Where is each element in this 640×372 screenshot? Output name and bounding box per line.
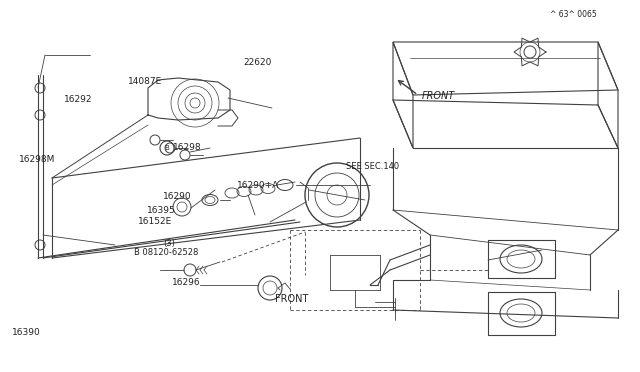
Text: FRONT: FRONT — [422, 91, 455, 101]
Text: SEE SEC.140: SEE SEC.140 — [346, 162, 399, 171]
Text: 16298: 16298 — [173, 143, 202, 152]
Text: 22620: 22620 — [243, 58, 271, 67]
Text: 16290: 16290 — [163, 192, 192, 201]
Text: 16290+A: 16290+A — [237, 182, 279, 190]
Text: FRONT: FRONT — [275, 295, 308, 304]
Text: 16152E: 16152E — [138, 217, 172, 226]
Text: (3): (3) — [163, 239, 175, 248]
Text: 16292: 16292 — [64, 95, 93, 104]
Text: 16395: 16395 — [147, 206, 176, 215]
Text: ^ 63^ 0065: ^ 63^ 0065 — [550, 10, 597, 19]
Text: 14087E: 14087E — [128, 77, 163, 86]
Text: 16390: 16390 — [12, 328, 40, 337]
Text: 16298M: 16298M — [19, 155, 56, 164]
Text: B 08120-62528: B 08120-62528 — [134, 248, 199, 257]
Text: B: B — [164, 145, 170, 151]
Text: 16296: 16296 — [172, 278, 200, 287]
